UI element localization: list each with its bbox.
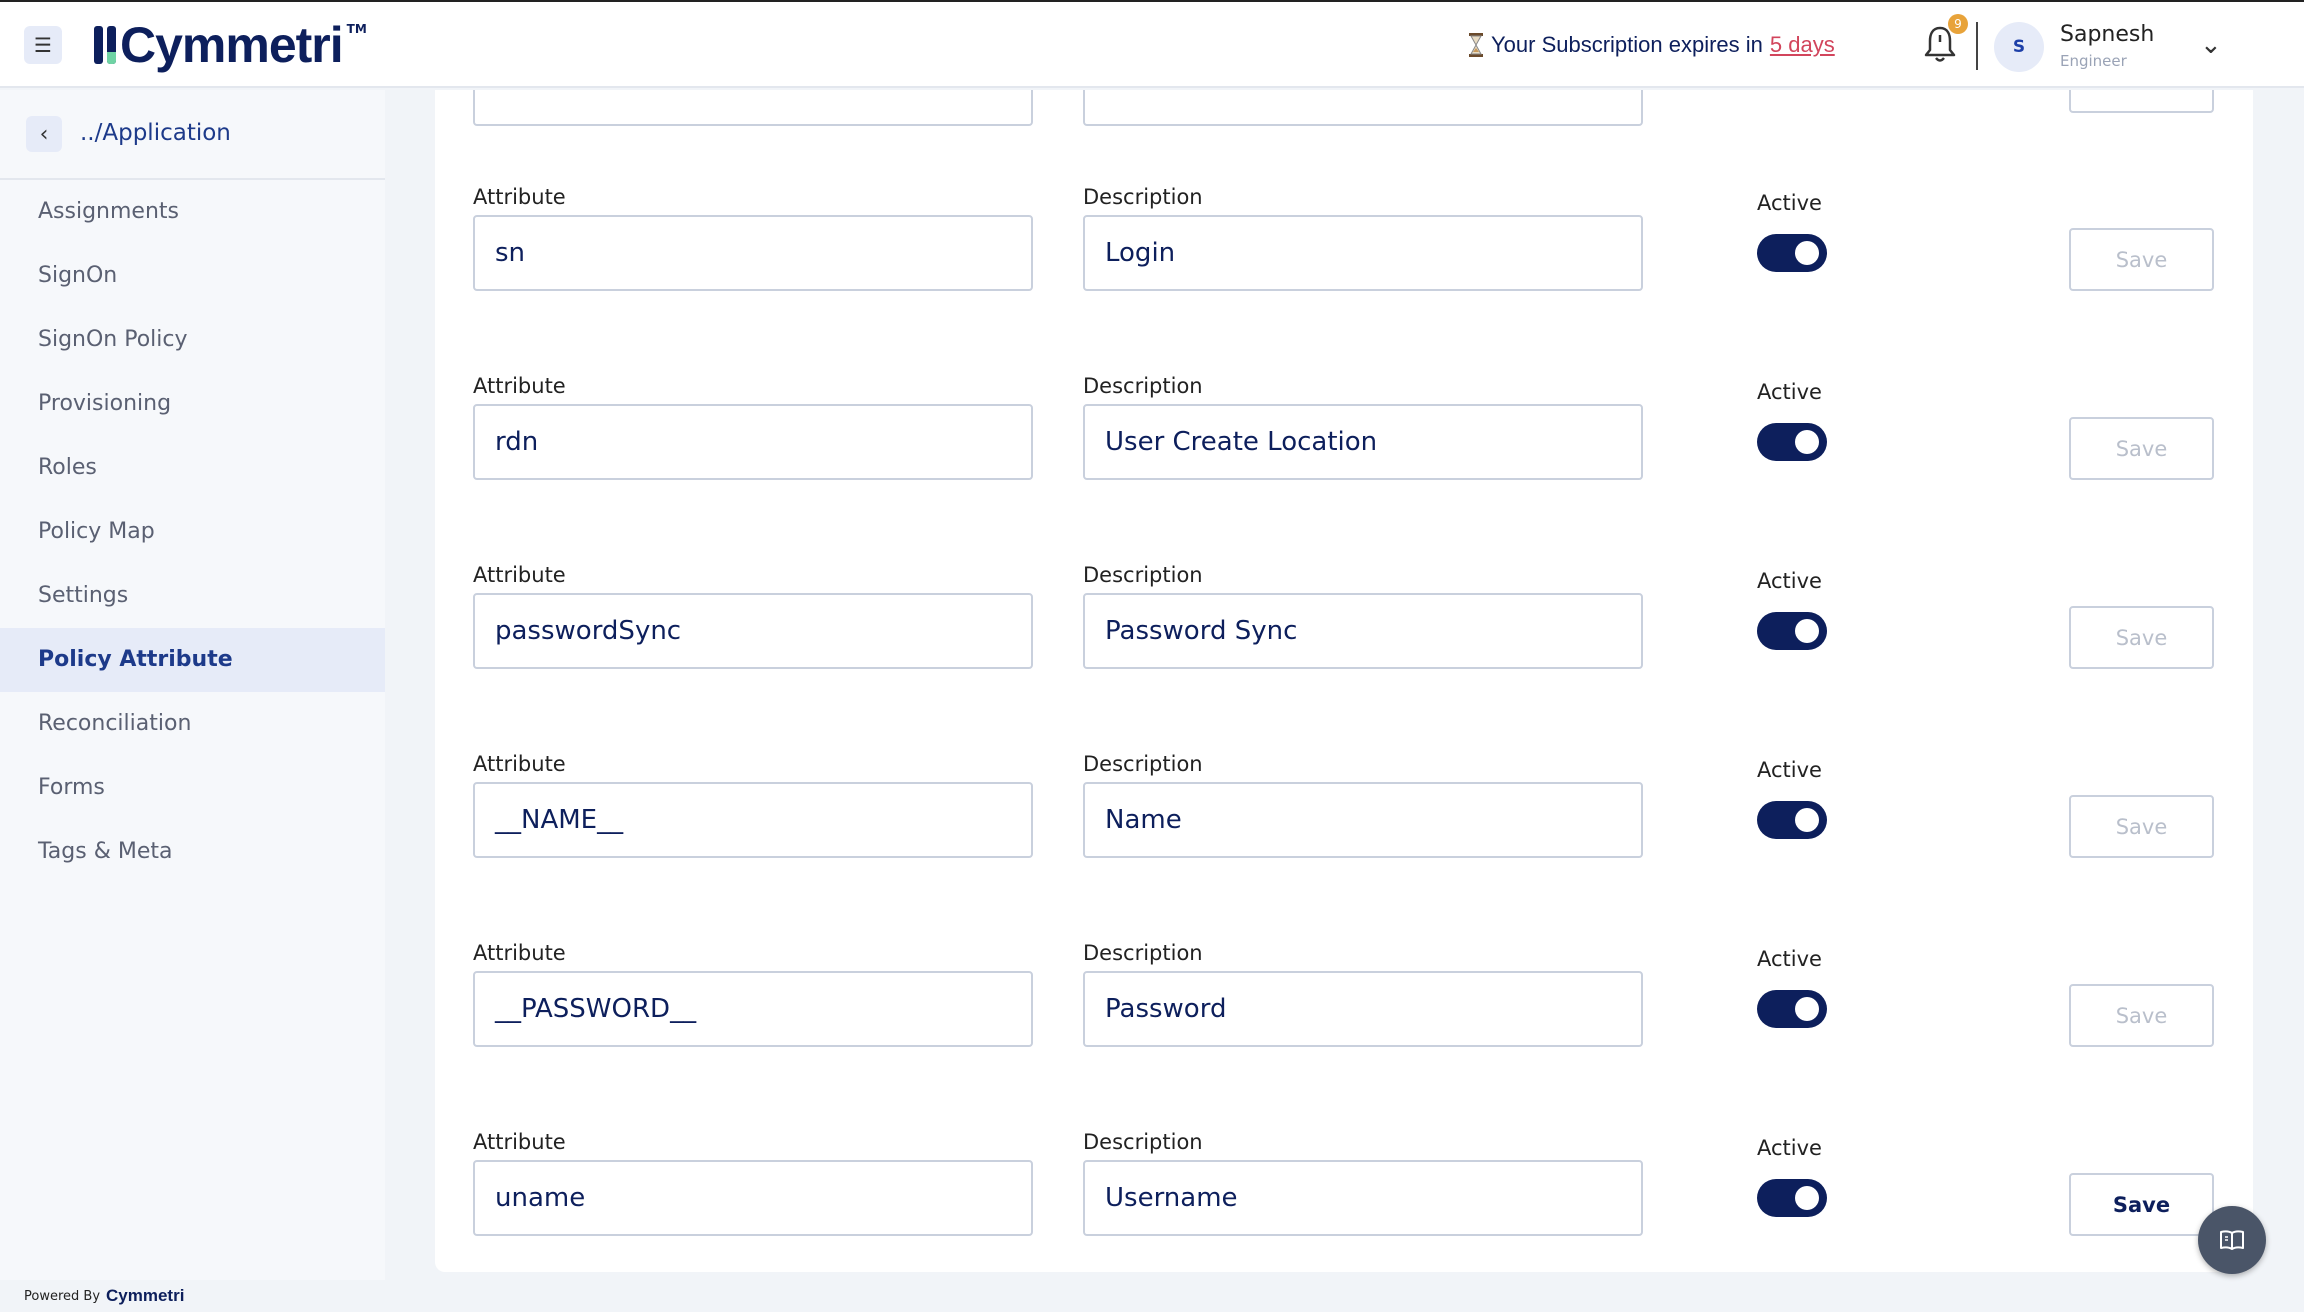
active-toggle[interactable]: [1757, 234, 1827, 272]
book-icon: [2220, 1230, 2244, 1250]
top-header: ☰ Cymmetri TM Your Subscription expires …: [0, 2, 2304, 88]
attribute-label: Attribute: [473, 752, 566, 776]
user-name[interactable]: Sapnesh: [2060, 22, 2155, 47]
sidebar-item-policy-map[interactable]: Policy Map: [38, 519, 155, 544]
attribute-label: Attribute: [473, 1130, 566, 1154]
attribute-input[interactable]: uname: [473, 1160, 1033, 1236]
attribute-row: Attribute passwordSync Description Passw…: [435, 563, 2253, 752]
attribute-input-partial[interactable]: [473, 90, 1033, 126]
window-top-border: [0, 0, 2304, 2]
chevron-down-icon[interactable]: ⌄: [2200, 30, 2222, 60]
description-input[interactable]: Name: [1083, 782, 1643, 858]
active-label: Active: [1757, 947, 1822, 971]
description-input[interactable]: Username: [1083, 1160, 1643, 1236]
logo-text: Cymmetri: [120, 17, 344, 73]
description-label: Description: [1083, 374, 1203, 398]
avatar[interactable]: S: [1994, 22, 2044, 72]
sidebar-item-reconciliation[interactable]: Reconciliation: [38, 711, 192, 736]
logo-mark-icon: [94, 26, 116, 64]
attribute-row: Attribute __NAME__ Description Name Acti…: [435, 752, 2253, 941]
active-label: Active: [1757, 380, 1822, 404]
save-button[interactable]: Save: [2069, 228, 2214, 291]
attribute-row: Attribute sn Description Login Active Sa…: [435, 185, 2253, 374]
subscription-notice: Your Subscription expires in 5 days: [1468, 30, 1835, 60]
policy-attribute-panel: Attribute sn Description Login Active Sa…: [435, 90, 2253, 1272]
attribute-row: Attribute __PASSWORD__ Description Passw…: [435, 941, 2253, 1130]
powered-by-footer: Powered By Cymmetri: [24, 1286, 184, 1306]
save-button-partial[interactable]: [2069, 90, 2214, 113]
save-button[interactable]: Save: [2069, 606, 2214, 669]
sidebar-nav: Assignments SignOn SignOn Policy Provisioni…: [0, 180, 385, 884]
active-label: Active: [1757, 1136, 1822, 1160]
attribute-input[interactable]: passwordSync: [473, 593, 1033, 669]
attribute-input[interactable]: __NAME__: [473, 782, 1033, 858]
user-role: Engineer: [2060, 52, 2127, 70]
chevron-left-icon: ‹: [39, 121, 49, 147]
save-button[interactable]: Save: [2069, 984, 2214, 1047]
back-button[interactable]: ‹: [26, 116, 62, 152]
sidebar-item-roles[interactable]: Roles: [38, 455, 97, 480]
notification-badge: 9: [1948, 14, 1968, 34]
active-toggle[interactable]: [1757, 990, 1827, 1028]
save-button[interactable]: Save: [2069, 795, 2214, 858]
sidebar-item-settings[interactable]: Settings: [38, 583, 129, 608]
description-input-partial[interactable]: [1083, 90, 1643, 126]
hamburger-menu-button[interactable]: ☰: [24, 26, 62, 64]
subscription-days-link[interactable]: 5 days: [1769, 32, 1835, 57]
attribute-label: Attribute: [473, 563, 566, 587]
active-toggle[interactable]: [1757, 1179, 1827, 1217]
sidebar-item-forms[interactable]: Forms: [38, 775, 105, 800]
subscription-text: Your Subscription expires in: [1491, 32, 1763, 57]
sidebar-item-signon-policy[interactable]: SignOn Policy: [38, 327, 188, 352]
active-toggle[interactable]: [1757, 423, 1827, 461]
active-label: Active: [1757, 758, 1822, 782]
help-docs-button[interactable]: [2198, 1206, 2266, 1274]
breadcrumb[interactable]: ../Application: [80, 120, 231, 146]
cymmetri-logo[interactable]: Cymmetri TM: [94, 16, 367, 74]
description-label: Description: [1083, 752, 1203, 776]
active-label: Active: [1757, 191, 1822, 215]
save-button[interactable]: Save: [2069, 1173, 2214, 1236]
description-label: Description: [1083, 941, 1203, 965]
sidebar-divider: [0, 178, 385, 180]
sidebar: ‹ ../Application Assignments SignOn SignOn…: [0, 90, 385, 1280]
description-label: Description: [1083, 185, 1203, 209]
description-input[interactable]: Password: [1083, 971, 1643, 1047]
attribute-label: Attribute: [473, 374, 566, 398]
sidebar-item-signon[interactable]: SignOn: [38, 263, 118, 288]
active-toggle[interactable]: [1757, 801, 1827, 839]
sidebar-item-policy-attribute[interactable]: Policy Attribute: [0, 628, 385, 692]
description-input[interactable]: User Create Location: [1083, 404, 1643, 480]
sidebar-item-tags-meta[interactable]: Tags & Meta: [38, 839, 173, 864]
bell-icon[interactable]: [1922, 24, 1958, 64]
hourglass-icon: [1469, 33, 1483, 57]
header-divider: [1976, 22, 1978, 70]
logo-trademark: TM: [346, 22, 367, 36]
active-toggle[interactable]: [1757, 612, 1827, 650]
attribute-label: Attribute: [473, 185, 566, 209]
description-input[interactable]: Login: [1083, 215, 1643, 291]
attribute-row: Attribute rdn Description User Create Lo…: [435, 374, 2253, 563]
attribute-input[interactable]: rdn: [473, 404, 1033, 480]
description-label: Description: [1083, 563, 1203, 587]
menu-icon: ☰: [34, 33, 52, 57]
description-input[interactable]: Password Sync: [1083, 593, 1643, 669]
attribute-input[interactable]: __PASSWORD__: [473, 971, 1033, 1047]
save-button[interactable]: Save: [2069, 417, 2214, 480]
powered-by-text: Powered By: [24, 1288, 101, 1304]
attribute-row: Attribute uname Description Username Act…: [435, 1130, 2253, 1272]
description-label: Description: [1083, 1130, 1203, 1154]
attribute-label: Attribute: [473, 941, 566, 965]
sidebar-item-assignments[interactable]: Assignments: [38, 199, 179, 224]
sidebar-item-provisioning[interactable]: Provisioning: [38, 391, 172, 416]
footer-logo: Cymmetri: [106, 1286, 185, 1305]
attribute-input[interactable]: sn: [473, 215, 1033, 291]
active-label: Active: [1757, 569, 1822, 593]
